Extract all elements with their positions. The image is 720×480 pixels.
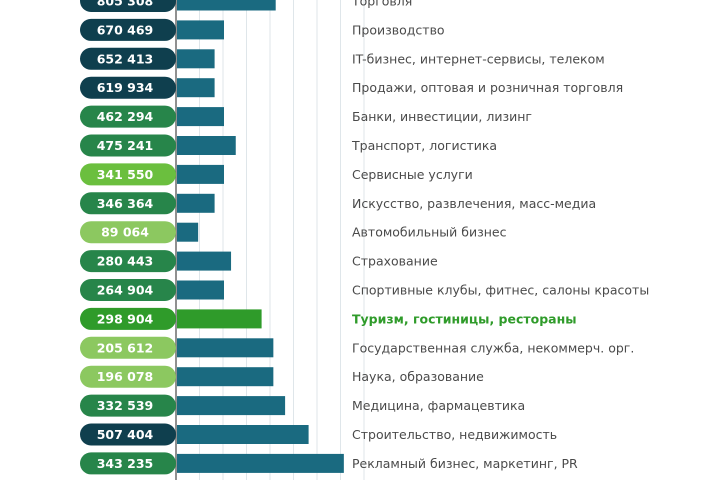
bar [177,0,276,11]
value-pill [80,0,176,12]
value-pill [80,18,176,41]
value-label: 652 413 [97,51,154,66]
bar [177,338,274,358]
value-pill [80,307,176,330]
value-pills: 805 308 670 469 652 413 619 934 462 294 475 2… [80,0,176,475]
category-label: Искусство, развлечения, масс-медиа [352,196,596,211]
category-label: Автомобильный бизнес [352,225,507,240]
bar [177,193,215,213]
category-label: Сервисные услуги [352,167,473,182]
value-pill [80,163,176,186]
value-label: 196 078 [97,369,154,384]
bar [177,164,224,184]
category-label-highlighted: Туризм, гостиницы, рестораны [352,311,577,326]
value-label: 341 550 [97,167,154,182]
bar [177,251,232,271]
value-label: 332 539 [97,398,154,413]
category-label: Транспорт, логистика [351,138,497,153]
value-pill [80,336,176,359]
value-label: 507 404 [97,427,154,442]
bar [177,425,309,444]
category-label: Торговля [351,0,412,9]
value-pill [80,134,176,157]
bar [177,367,274,387]
category-label: Наука, образование [352,369,484,384]
value-label: 264 904 [97,283,154,298]
value-pill [80,105,176,128]
bar [177,453,344,473]
value-pill [80,192,176,215]
value-pill [80,394,176,417]
value-label: 298 904 [97,311,154,326]
value-label: 670 469 [97,22,154,37]
category-label: Государственная служба, некоммерч. орг. [352,340,634,355]
bars [177,0,344,473]
category-label: IT-бизнес, интернет-сервисы, телеком [352,51,605,66]
value-pill [80,452,176,475]
value-pill [80,365,176,388]
gridlines [175,0,365,480]
value-label: 619 934 [97,80,154,95]
category-label: Спортивные клубы, фитнес, салоны красоты [352,283,649,298]
category-label: Страхование [352,254,438,269]
bar [177,107,224,127]
value-label: 89 064 [101,225,149,240]
bar-highlighted [177,309,262,329]
bar [177,78,215,98]
value-pill [80,47,176,70]
category-label: Строительство, недвижимость [352,427,557,442]
bar [177,20,224,40]
category-label: Производство [352,22,445,37]
bar [177,222,199,242]
bar [177,396,286,416]
category-label: Медицина, фармацевтика [352,398,525,413]
value-pill [80,279,176,301]
category-label: Рекламный бизнес, маркетинг, PR [352,456,578,471]
value-label: 343 235 [97,456,154,471]
value-label: 280 443 [97,254,154,269]
value-label: 346 364 [97,196,154,211]
value-pill [80,221,176,244]
category-labels: Торговля Производство IT-бизнес, интернет-… [351,0,649,471]
value-pill [80,250,176,273]
bar [177,280,224,300]
category-label: Продажи, оптовая и розничная торговля [352,80,623,95]
bar [177,136,236,155]
value-label: 205 612 [97,340,154,355]
category-label: Банки, инвестиции, лизинг [352,109,532,124]
value-pill [80,76,176,99]
bar [177,49,215,69]
value-label: 462 294 [97,109,154,124]
value-label: 475 241 [97,138,154,153]
value-pill [80,423,176,446]
value-label: 805 308 [97,0,154,9]
